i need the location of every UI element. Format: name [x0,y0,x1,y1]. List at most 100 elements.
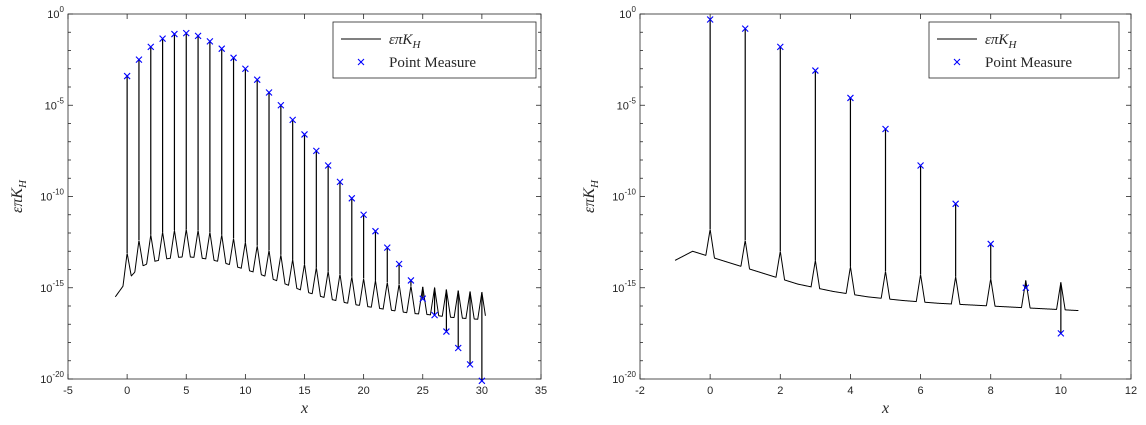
marker-stroke [171,30,178,38]
marker-stroke [372,227,379,235]
marker-stroke [431,311,438,319]
marker-stroke [289,116,297,124]
marker-stroke [312,147,320,155]
x-tick-label: 10 [1055,385,1067,397]
point-measure-marker [917,162,924,169]
point-measure-marker [1057,329,1065,337]
point-measure-marker [182,29,190,37]
marker-stroke [987,240,995,248]
point-measure-marker [372,227,379,235]
y-tick-label: 10-10 [612,188,636,204]
point-measure-marker [265,89,273,96]
legend-marker-swatch [953,58,961,66]
point-measure-marker [443,328,450,335]
marker-stroke [454,344,462,352]
point-measure-marker [360,211,368,219]
marker-stroke [847,94,854,102]
x-tick-label: -5 [63,385,73,397]
marker-stroke [336,178,344,186]
x-tick-label: 2 [777,385,783,397]
chart-1: -5 0 5 10 15 20 25 30 35 10-20 10-15 10-10 10-5 100 x ε… [9,5,547,417]
marker-stroke [253,76,261,84]
point-measure-marker [135,56,143,64]
legend-label-marker: Point Measure [985,55,1072,71]
point-measure-marker [171,30,178,38]
y-tick-label: 10-15 [612,279,636,295]
marker-stroke [206,37,214,45]
marker-stroke [917,162,924,169]
marker-stroke [395,260,403,268]
marker-stroke [741,25,749,32]
marker-stroke [882,125,889,133]
series-line [674,229,1079,312]
marker-stroke [147,43,155,51]
point-measure-marker [253,76,261,84]
point-measure-marker [882,125,889,133]
y-tick-label: 10-20 [612,370,636,386]
point-measure-marker [147,43,155,51]
marker-stroke [478,377,486,385]
point-measure-marker [383,244,391,251]
point-measure-marker [241,65,249,73]
marker-stroke [230,54,237,62]
marker-stroke [466,361,474,368]
chart-2: -2 0 2 4 6 8 10 12 10-20 10-15 10-10 10-5 100 x επKH επ… [581,5,1137,417]
legend-box [332,21,537,79]
x-tick-label: 4 [847,385,853,397]
marker-stroke [419,295,427,303]
point-measure-marker [776,43,784,51]
point-measure-marker [312,147,320,155]
x-tick-label: 0 [707,385,713,397]
x-tick-label: 10 [239,385,251,397]
marker-stroke [706,16,714,23]
x-tick-label: 6 [918,385,924,397]
marker-stroke [265,89,273,96]
point-measure-marker [407,277,415,284]
x-tick-label: 5 [183,385,189,397]
y-tick-label: 100 [47,5,64,21]
marker-stroke [407,277,415,284]
point-measure-marker [466,361,474,368]
legend-box [928,21,1120,79]
marker-stroke [324,162,332,169]
y-axis-label: επKH [581,179,601,213]
marker-stroke [218,45,226,53]
point-measure-marker [218,45,226,53]
marker-stroke [348,194,356,202]
point-measure-marker [206,37,214,45]
marker-stroke [776,43,784,51]
marker-stroke [1057,329,1065,337]
point-measure-marker [987,240,995,248]
x-tick-label: 12 [1125,385,1137,397]
marker-stroke [811,67,819,74]
y-tick-label: 100 [619,5,636,21]
y-tick-label: 10-10 [40,188,64,204]
point-measure-marker [336,178,344,186]
point-measure-marker [454,344,462,352]
point-measure-marker [952,200,960,208]
series-line [114,228,486,320]
y-axis-label: επKH [9,179,29,213]
x-tick-label: -2 [635,385,645,397]
y-tick-label: 10-5 [45,96,65,112]
x-tick-label: 30 [476,385,488,397]
x-tick-label: 20 [358,385,370,397]
point-measure-marker [706,16,714,23]
x-tick-label: 0 [124,385,130,397]
marker-stroke [383,244,391,251]
y-tick-label: 10-5 [617,96,637,112]
marker-stroke [360,211,368,219]
marker-stroke [277,101,285,109]
point-measure-marker [289,116,297,124]
point-measure-marker [159,35,166,43]
x-axis-label: x [300,400,308,417]
marker-stroke [443,328,450,335]
point-measure-marker [741,25,749,32]
marker-stroke [159,35,166,43]
point-measure-marker [419,295,427,303]
point-measure-marker [123,72,131,80]
x-tick-label: 35 [535,385,547,397]
x-tick-label: 8 [988,385,994,397]
